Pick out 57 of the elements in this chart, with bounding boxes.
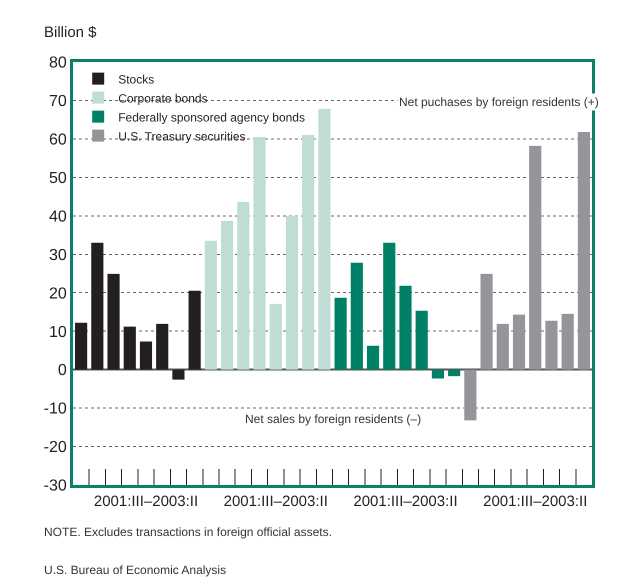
y-tick-label: -20 <box>44 439 67 456</box>
y-tick-label: 20 <box>49 285 67 302</box>
bar <box>124 326 136 370</box>
legend-label: Corporate bonds <box>118 91 208 106</box>
bar <box>545 320 558 370</box>
bar <box>302 135 314 370</box>
x-tick-label: 2001:III–2003:II <box>94 493 198 510</box>
text: U.S. Bureau of Economic Analysis <box>44 563 226 577</box>
y-tick-label: -30 <box>44 478 67 495</box>
bar <box>107 274 120 370</box>
bar <box>188 290 201 370</box>
text: NOTE. Excludes transactions in foreign official assets. <box>44 525 332 539</box>
bar <box>578 132 590 370</box>
x-tick-label: 2001:III–2003:II <box>353 493 458 510</box>
y-axis-title: Billion $ <box>44 24 98 41</box>
bar <box>464 370 476 420</box>
bar <box>204 240 217 370</box>
bar <box>286 216 298 370</box>
y-tick-label: 80 <box>49 54 67 72</box>
bar <box>91 242 104 370</box>
bar <box>383 242 396 370</box>
bar <box>350 262 363 370</box>
bar <box>156 324 168 370</box>
bar <box>399 286 412 370</box>
y-tick-label: -10 <box>44 400 67 418</box>
bar <box>75 322 88 370</box>
bar <box>221 220 234 370</box>
bar <box>270 304 282 370</box>
y-tick-label: 70 <box>49 93 67 110</box>
y-tick-label: 30 <box>49 246 67 264</box>
legend-label: U.S. Treasury securities <box>118 129 246 144</box>
bar <box>366 346 380 370</box>
bar <box>334 298 347 370</box>
bar <box>496 324 509 370</box>
x-tick-label: 2001:III–2003:II <box>483 493 588 510</box>
bar <box>416 310 428 370</box>
bar <box>237 202 250 370</box>
y-tick-label: 10 <box>49 324 67 341</box>
x-tick-label: 2001:III–2003:II <box>224 493 328 510</box>
y-tick-label: 60 <box>49 132 67 149</box>
bar <box>318 108 330 370</box>
y-tick-label: 0 <box>58 362 67 380</box>
annotation: Net puchases by foreign residents (+) <box>399 95 599 109</box>
bar <box>448 370 460 376</box>
bar <box>432 370 444 378</box>
bar <box>172 370 184 380</box>
bar <box>253 136 266 370</box>
y-tick-label: 40 <box>49 208 67 226</box>
legend-label: Stocks <box>118 72 154 86</box>
bar <box>480 274 493 370</box>
bar <box>529 146 542 370</box>
bar <box>512 314 526 370</box>
annotation: Net sales by foreign residents (–) <box>245 412 422 426</box>
bar <box>562 314 574 370</box>
bar <box>140 342 152 370</box>
legend-label: Federally sponsored agency bonds <box>118 110 305 124</box>
y-tick-label: 50 <box>49 170 67 187</box>
